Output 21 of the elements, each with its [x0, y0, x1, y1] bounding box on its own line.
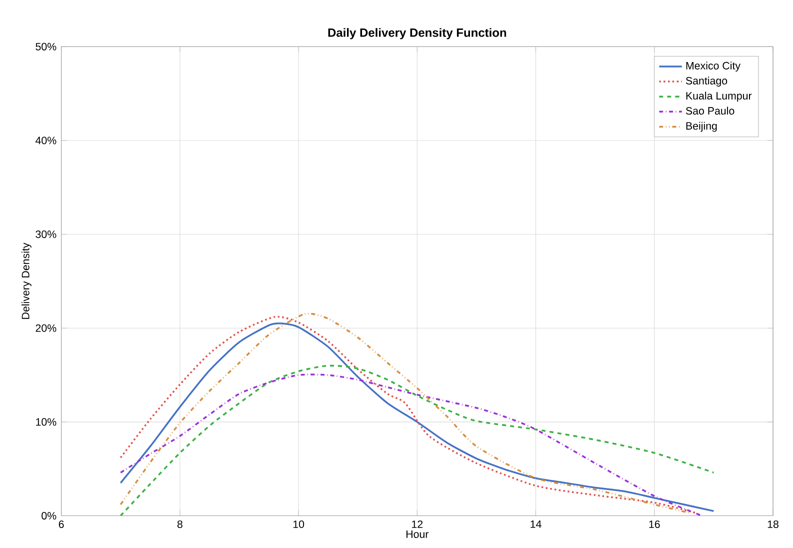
- x-tick-label: 8: [177, 520, 182, 528]
- y-tick-label: 10%: [36, 418, 56, 426]
- y-tick-label: 50%: [36, 42, 56, 51]
- y-tick-label: 30%: [36, 230, 56, 238]
- legend-label: Santiago: [686, 76, 728, 87]
- x-tick-label: 16: [649, 520, 660, 528]
- y-axis-title: Delivery Density: [22, 242, 32, 319]
- legend-label: Sao Paulo: [686, 106, 734, 115]
- x-tick-label: 12: [412, 520, 423, 528]
- x-tick-label: 10: [293, 520, 304, 528]
- chart-title: Daily Delivery Density Function: [328, 28, 506, 40]
- x-tick-label: 14: [530, 520, 542, 528]
- x-axis-title: Hour: [406, 530, 429, 538]
- y-tick-label: 20%: [36, 324, 56, 332]
- y-tick-label: 0%: [42, 512, 56, 520]
- x-tick-label: 18: [768, 520, 778, 528]
- legend-label: Kuala Lumpur: [686, 92, 752, 102]
- legend-label: Mexico City: [686, 62, 741, 72]
- y-tick-label: 40%: [36, 136, 56, 144]
- x-tick-label: 6: [58, 520, 64, 528]
- legend-label: Beijing: [686, 122, 717, 132]
